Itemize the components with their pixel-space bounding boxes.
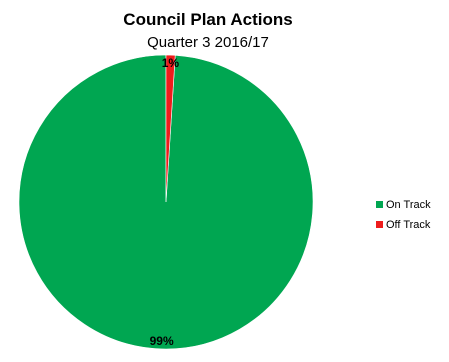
chart-subtitle: Quarter 3 2016/17: [147, 34, 269, 51]
legend: On Track Off Track: [376, 199, 431, 231]
legend-swatch-on-track: [376, 201, 383, 208]
data-label-on-track: 99%: [150, 334, 174, 348]
pie-slices: [18, 54, 314, 350]
data-label-off-track: 1%: [162, 56, 180, 70]
legend-label-off-track: Off Track: [386, 219, 431, 231]
legend-swatch-off-track: [376, 221, 383, 228]
chart-title: Council Plan Actions: [123, 10, 292, 29]
legend-label-on-track: On Track: [386, 199, 431, 211]
data-labels: 99% 1%: [150, 56, 180, 348]
pie-slice-off-track: [165, 54, 176, 203]
